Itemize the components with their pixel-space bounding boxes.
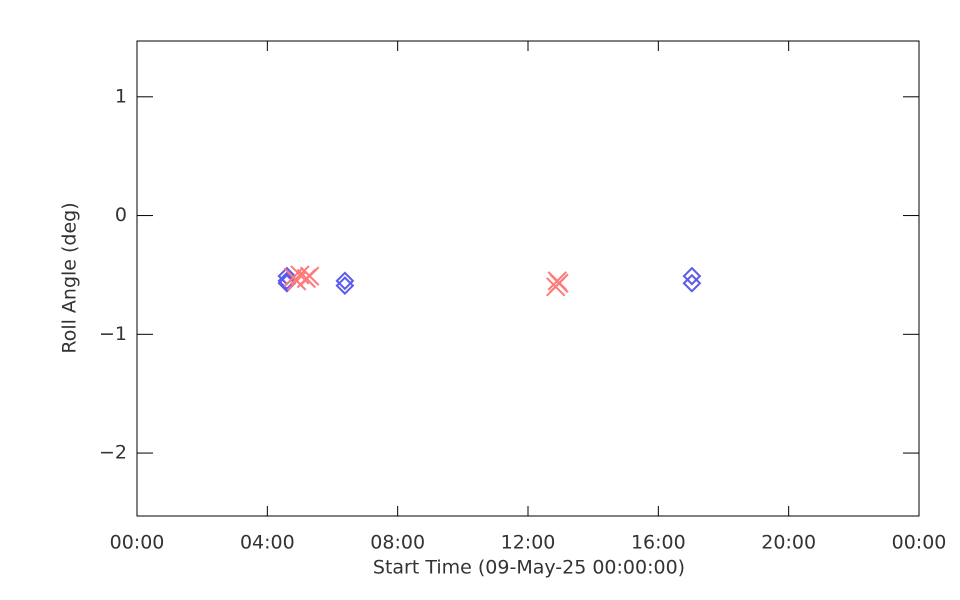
point [682,266,702,286]
plot-frame [136,40,920,517]
point [549,273,569,293]
x-tick-label: 08:00 [370,532,425,554]
x-tick-label: 20:00 [761,532,816,554]
point [682,273,702,293]
x-tick-label: 16:00 [631,532,686,554]
y-tick-label: −2 [99,442,127,464]
point [335,276,355,296]
y-axis-label: Roll Angle (deg) [59,202,81,353]
y-tick-label: −1 [99,323,127,345]
x-tick-label: 12:00 [501,532,556,554]
point [299,266,320,286]
x-tick-label: 00:00 [892,532,947,554]
point [277,273,297,293]
x-tick-label: 00:00 [110,532,165,554]
x-tick-label: 04:00 [240,532,295,554]
point [335,271,355,291]
y-tick-label: 0 [115,204,127,226]
y-tick-label: 1 [115,85,127,107]
x-axis-label: Start Time (09-May-25 00:00:00) [373,557,685,579]
